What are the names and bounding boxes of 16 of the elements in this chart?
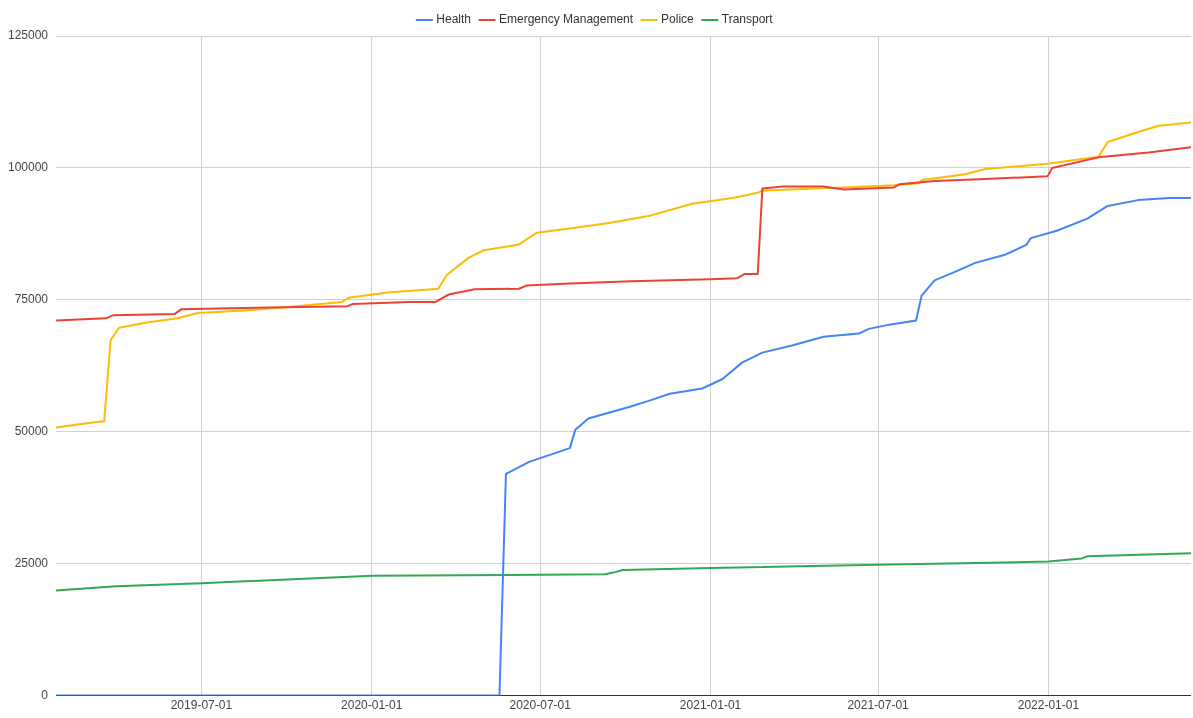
x-tick-label: 2019-07-01 xyxy=(170,698,233,713)
y-tick-label: 25000 xyxy=(14,555,49,570)
legend-label: Emergency Management xyxy=(499,12,634,27)
y-tick-label: 100000 xyxy=(8,160,49,175)
x-tick-label: 2021-01-01 xyxy=(679,698,742,713)
x-tick-label: 2021-07-01 xyxy=(847,698,910,713)
x-tick-label: 2020-01-01 xyxy=(341,698,403,713)
x-tick-label: 2022-01-01 xyxy=(1017,698,1080,713)
y-tick-label: 50000 xyxy=(14,424,49,439)
legend-label: Health xyxy=(436,12,472,27)
legend-label: Transport xyxy=(721,12,774,27)
y-tick-label: 125000 xyxy=(8,28,49,43)
y-tick-label: 0 xyxy=(41,687,49,702)
x-tick-label: 2020-07-01 xyxy=(509,698,572,713)
y-tick-label: 75000 xyxy=(14,292,49,307)
legend-label: Police xyxy=(661,12,695,27)
